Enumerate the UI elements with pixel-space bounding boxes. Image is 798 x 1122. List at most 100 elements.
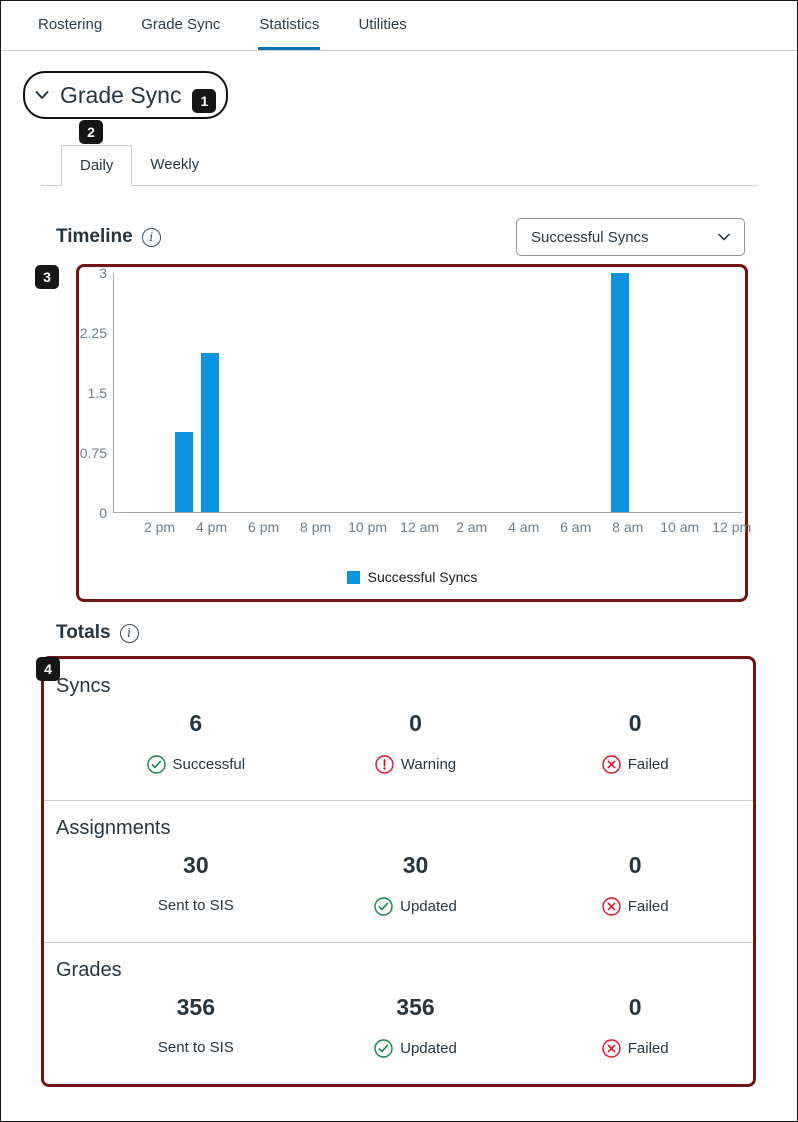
stat-failed: 0 Failed [525, 710, 745, 774]
stat-label: Successful [86, 755, 306, 774]
stat-failed: 0 Failed [525, 852, 745, 916]
totals-group-syncs: Syncs 6 Successful 0 Warning 0 Failed [44, 659, 753, 801]
statistics-page: Grade Sync 1 2 Daily Weekly Timeline Succ… [1, 51, 797, 1087]
bar-4pm [200, 352, 219, 512]
legend-swatch [346, 570, 360, 584]
x-axis-tick-label: 4 am [508, 519, 540, 535]
totals-group-title: Assignments [56, 817, 171, 839]
failed-icon [602, 755, 621, 774]
stat-label-text: Failed [627, 756, 669, 773]
timeline-chart: 3 2 pm 4 pm 6 pm 8 pm 10 pm 12 am 2 am 4 am 6 am… [35, 264, 751, 602]
stat-label-text: Sent to SIS [157, 1039, 234, 1056]
stat-label-text: Sent to SIS [157, 897, 234, 914]
legend-label: Successful Syncs [367, 569, 478, 585]
timeline-heading: Timeline [56, 226, 161, 248]
stat-updated: 356 Updated [306, 994, 526, 1058]
totals-groups: Syncs 6 Successful 0 Warning 0 Failed Assignmen… [44, 659, 753, 1084]
totals-panel: 4 Syncs 6 Successful 0 Warning 0 Failed Assignm… [36, 656, 756, 1087]
totals-group-title: Grades [56, 959, 122, 981]
tab-grade-sync[interactable]: Grade Sync [141, 15, 221, 33]
x-axis-tick-label: 6 am [560, 519, 592, 535]
info-icon[interactable] [119, 623, 139, 643]
x-axis-tick-label: 4 pm [196, 519, 228, 535]
stat-warning: 0 Warning [306, 710, 526, 774]
success-icon [146, 755, 166, 774]
stat-updated: 30 Updated [306, 852, 526, 916]
stat-failed: 0 Failed [525, 994, 745, 1058]
annotation-badge-2: 2 [79, 120, 103, 144]
stat-value: 356 [176, 994, 216, 1020]
tab-utilities[interactable]: Utilities [358, 15, 407, 33]
stat-label-text: Failed [627, 898, 669, 915]
x-axis-tick-label: 10 pm [348, 519, 388, 535]
totals-group-grades: Grades 356 Sent to SIS 356 Updated 0 Failed [44, 943, 753, 1084]
y-axis-tick-label: 0.75 [79, 445, 107, 461]
annotation-badge-1: 1 [192, 89, 217, 113]
x-axis-tick-label: 12 am [400, 519, 440, 535]
tab-rostering[interactable]: Rostering [38, 15, 103, 33]
failed-icon [602, 897, 621, 916]
x-axis-tick-label: 2 pm [143, 519, 176, 535]
success-icon [374, 897, 393, 916]
bar-8am [611, 273, 630, 512]
stat-value: 0 [409, 710, 422, 736]
annotation-badge-3: 3 [35, 265, 59, 289]
stat-label: Sent to SIS [86, 897, 306, 914]
failed-icon [602, 1039, 621, 1058]
stat-label: Failed [525, 1039, 745, 1058]
bar-3pm [174, 432, 193, 512]
stat-label-text: Failed [627, 1040, 669, 1057]
top-nav: Rostering Grade Sync Statistics Utilities [1, 1, 797, 51]
stat-label: Sent to SIS [86, 1039, 306, 1056]
stat-label: Updated [306, 1039, 526, 1058]
section-title: Grade Sync [60, 81, 182, 108]
x-axis-tick-label: 10 am [660, 519, 700, 535]
sync-type-dropdown[interactable]: Successful Syncs [516, 218, 745, 256]
success-icon [374, 1039, 393, 1058]
chart-inner: 2 pm 4 pm 6 pm 8 pm 10 pm 12 am 2 am 4 am 6 am 8 … [79, 265, 751, 599]
tab-statistics[interactable]: Statistics [258, 1, 321, 50]
x-axis-tick-label: 8 am [612, 519, 644, 535]
stat-label-text: Updated [400, 1040, 457, 1057]
dropdown-value: Successful Syncs [531, 228, 649, 246]
chart-plot [113, 273, 742, 513]
stat-label: Warning [306, 755, 526, 774]
stat-value: 6 [189, 710, 203, 736]
stat-label-text: Updated [400, 898, 457, 915]
period-tabs: 2 Daily Weekly [41, 120, 757, 186]
x-axis-tick-label: 12 pm [712, 519, 752, 535]
annotation-badge-4: 4 [36, 657, 60, 681]
stat-value: 0 [628, 852, 642, 878]
timeline-header-row: Timeline Successful Syncs [41, 218, 757, 256]
stat-sent-to-sis: 356 Sent to SIS [86, 994, 306, 1058]
chevron-down-icon [718, 233, 730, 241]
subtab-list: Daily Weekly [61, 145, 217, 186]
totals-heading: Totals [56, 622, 757, 644]
totals-title: Totals [56, 622, 111, 643]
subtab-daily[interactable]: Daily [61, 145, 133, 186]
y-axis-tick-label: 3 [99, 265, 107, 281]
stat-successful: 6 Successful [86, 710, 306, 774]
chevron-down-icon [35, 91, 49, 99]
stat-value: 0 [628, 710, 642, 736]
x-axis-tick-label: 2 am [456, 519, 488, 535]
info-icon[interactable] [141, 227, 161, 247]
stat-value: 0 [628, 994, 642, 1020]
x-axis-tick-label: 8 pm [300, 519, 332, 535]
subtab-weekly[interactable]: Weekly [150, 156, 200, 173]
grade-sync-section-toggle[interactable]: Grade Sync 1 [23, 71, 229, 119]
chart-legend: Successful Syncs [79, 569, 745, 585]
timeline-title: Timeline [56, 226, 133, 247]
y-axis-tick-label: 2.25 [79, 325, 107, 341]
stat-label: Failed [525, 755, 745, 774]
warning-icon [375, 755, 394, 774]
totals-group-title: Syncs [56, 675, 111, 697]
x-axis-tick-label: 6 pm [248, 519, 280, 535]
y-axis-tick-label: 0 [99, 505, 107, 521]
stat-value: 356 [396, 994, 435, 1020]
stat-sent-to-sis: 30 Sent to SIS [86, 852, 306, 916]
stat-value: 30 [183, 852, 209, 878]
stat-label-text: Warning [400, 756, 457, 773]
stat-label: Failed [525, 897, 745, 916]
totals-group-assignments: Assignments 30 Sent to SIS 30 Updated 0 Failed [44, 801, 753, 943]
